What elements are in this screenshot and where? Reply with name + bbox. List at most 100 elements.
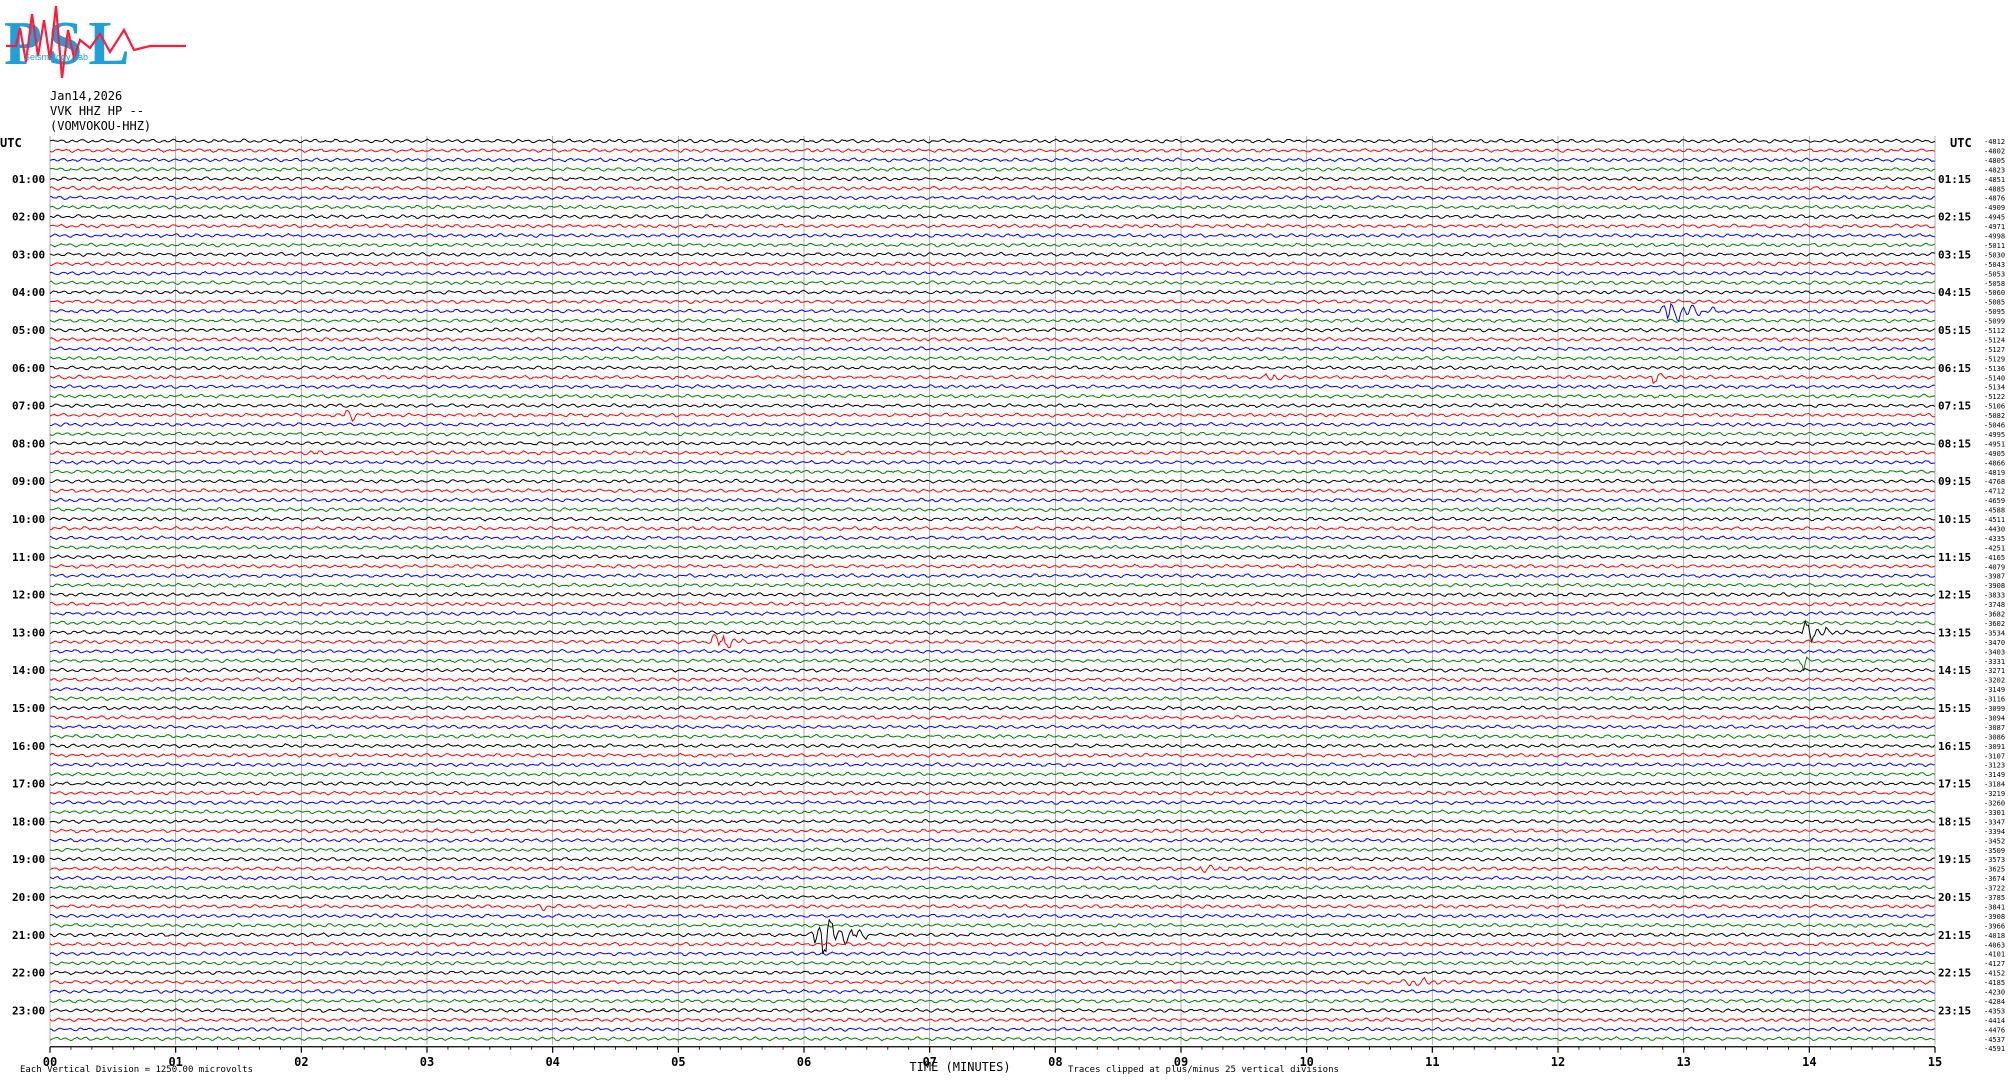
left-hour-label: 20:00 — [12, 891, 45, 904]
trace-line — [49, 970, 1936, 976]
offset-value: -3403 — [1984, 648, 2005, 656]
trace-line — [49, 421, 1935, 428]
trace-line — [49, 544, 1936, 550]
offset-value: -3785 — [1984, 894, 2005, 902]
trace-line — [49, 677, 1935, 683]
trace-line — [49, 762, 1935, 768]
right-hour-label: 16:15 — [1938, 740, 1971, 753]
offset-value: -5129 — [1984, 355, 2005, 363]
trace-line — [49, 166, 1935, 172]
trace-line — [49, 619, 1936, 644]
offset-value: -4476 — [1984, 1026, 2005, 1034]
trace-line — [49, 799, 1936, 806]
right-axis-label: UTC — [1950, 136, 1972, 150]
offset-value: -3087 — [1984, 724, 2005, 732]
offset-value: -4414 — [1984, 1017, 2005, 1025]
logo-wave-icon — [6, 5, 186, 79]
offset-value: -4802 — [1984, 147, 2005, 155]
left-hour-label: 17:00 — [12, 778, 45, 791]
offset-value: -3091 — [1984, 743, 2005, 751]
offset-value: -3301 — [1984, 809, 2005, 817]
offset-value: -3452 — [1984, 837, 2005, 845]
trace-line — [49, 232, 1935, 239]
trace-line — [49, 951, 1935, 957]
trace-line — [49, 365, 1936, 371]
offset-value: -4079 — [1984, 563, 2005, 571]
offset-value: -4430 — [1984, 525, 2005, 533]
trace-line — [49, 488, 1936, 494]
trace-line — [49, 752, 1936, 758]
left-hour-label: 03:00 — [12, 248, 45, 261]
left-hour-label: 01:00 — [12, 173, 45, 186]
trace-line — [49, 620, 1936, 626]
offset-value: -5099 — [1984, 318, 2005, 326]
offset-value: -5046 — [1984, 422, 2005, 430]
offset-value: -4812 — [1984, 138, 2005, 146]
trace-line — [49, 941, 1935, 947]
offset-value: -5053 — [1984, 270, 2005, 278]
traces — [49, 138, 1936, 1042]
trace-line — [49, 656, 1935, 672]
offset-value: -3107 — [1984, 752, 2005, 760]
trace-line — [49, 242, 1936, 248]
offset-value: -3509 — [1984, 847, 2005, 855]
offset-value: -4588 — [1984, 507, 2005, 515]
offset-value: -3271 — [1984, 667, 2005, 675]
offset-value: -4591 — [1984, 1045, 2005, 1053]
trace-line — [49, 960, 1935, 966]
trace-line — [49, 195, 1935, 201]
trace-line — [49, 695, 1936, 702]
offset-value: -3123 — [1984, 762, 2005, 770]
x-tick-label: 06 — [797, 1055, 811, 1069]
trace-line — [49, 988, 1935, 995]
offset-value: -4230 — [1984, 989, 2005, 997]
trace-line — [49, 771, 1936, 777]
offset-value: -5043 — [1984, 261, 2005, 269]
offset-value: -5011 — [1984, 242, 2005, 250]
left-hour-label: 22:00 — [12, 967, 45, 980]
offset-value: -5134 — [1984, 384, 2005, 392]
trace-line — [49, 157, 1935, 163]
x-axis-title: TIME (MINUTES) — [909, 1060, 1010, 1074]
trace-line — [49, 1007, 1935, 1014]
offset-value: -4165 — [1984, 554, 2005, 562]
offset-value: -3099 — [1984, 705, 2005, 713]
trace-line — [49, 261, 1935, 267]
trace-line — [49, 384, 1935, 390]
offset-value: -3534 — [1984, 629, 2005, 637]
offset-value: -3094 — [1984, 714, 2005, 722]
offset-value: -5085 — [1984, 299, 2005, 307]
trace-line — [49, 478, 1936, 484]
trace-line — [49, 847, 1935, 853]
trace-line — [49, 346, 1936, 352]
offset-value: -5058 — [1984, 280, 2005, 288]
offset-value: -4127 — [1984, 960, 2005, 968]
trace-line — [49, 525, 1935, 531]
trace-line — [49, 724, 1936, 730]
trace-line — [49, 875, 1935, 881]
left-hour-label: 09:00 — [12, 475, 45, 488]
trace-line — [49, 516, 1935, 522]
header-date: Jan14,2026 — [50, 89, 122, 103]
offset-value: -4511 — [1984, 516, 2005, 524]
right-offset-values: -4812-4802 -4805-4823 -4851-4885 -4876-4909… — [1984, 138, 2005, 1053]
offset-value: -3841 — [1984, 903, 2005, 911]
trace-line — [49, 714, 1936, 720]
x-tick-label: 14 — [1802, 1055, 1816, 1069]
offset-value: -5122 — [1984, 393, 2005, 401]
offset-value: -4251 — [1984, 544, 2005, 552]
trace-line — [49, 204, 1935, 210]
left-hour-label: 08:00 — [12, 437, 45, 450]
offset-value: -5030 — [1984, 251, 2005, 259]
trace-line — [49, 809, 1936, 815]
clip-note: Traces clipped at plus/minus 25 vertical… — [1068, 1065, 1339, 1075]
left-hour-label: 07:00 — [12, 400, 45, 413]
trace-line — [49, 790, 1936, 796]
trace-line — [49, 705, 1935, 711]
offset-value: -4876 — [1984, 195, 2005, 203]
x-tick-label: 10 — [1299, 1055, 1313, 1069]
trace-line — [49, 270, 1936, 276]
trace-line — [49, 185, 1936, 191]
left-hour-label: 04:00 — [12, 286, 45, 299]
trace-line — [49, 610, 1936, 617]
